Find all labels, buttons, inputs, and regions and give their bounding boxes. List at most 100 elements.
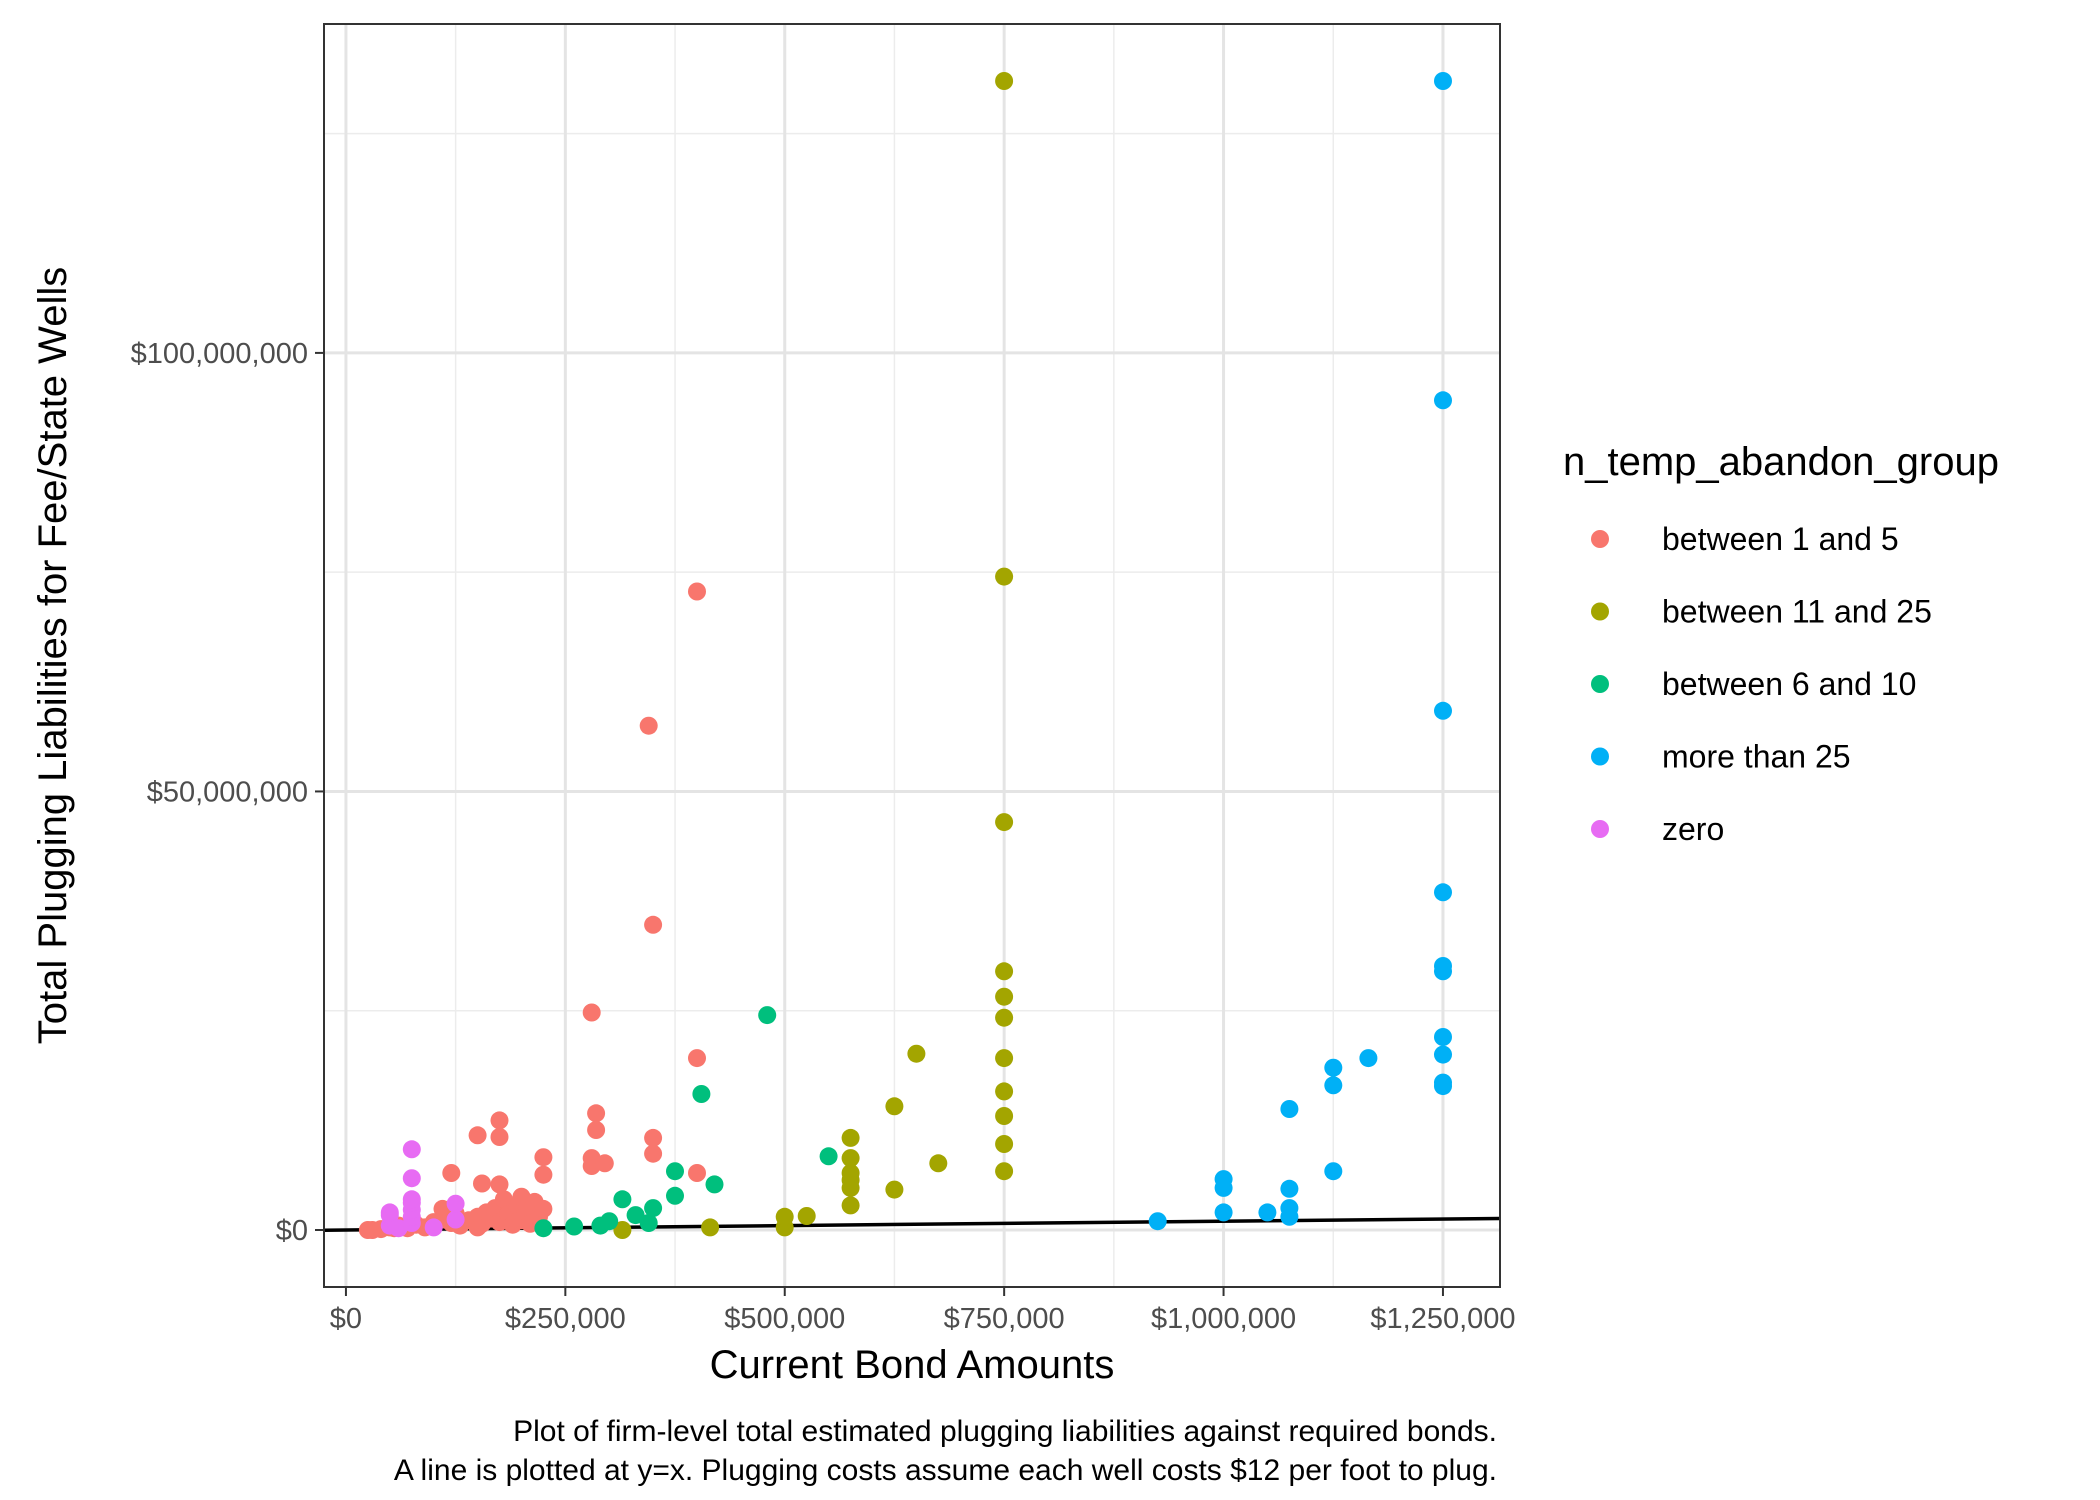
legend-items: between 1 and 5 between 11 and 25 between … bbox=[1591, 521, 1932, 847]
data-point bbox=[995, 1049, 1014, 1068]
data-point bbox=[1324, 1076, 1343, 1095]
data-point bbox=[705, 1175, 724, 1194]
caption-line-1: Plot of firm-level total estimated plugg… bbox=[513, 1415, 1497, 1448]
data-point bbox=[644, 1144, 663, 1163]
y-axis: $0 $50,000,000 $100,000,000 bbox=[131, 338, 324, 1247]
data-point bbox=[402, 1140, 421, 1159]
legend-label: zero bbox=[1662, 811, 1724, 847]
y-tick-label: $0 bbox=[276, 1215, 308, 1247]
data-point bbox=[995, 962, 1014, 981]
legend-key bbox=[1591, 747, 1609, 766]
data-point bbox=[402, 1169, 421, 1188]
data-point bbox=[995, 813, 1014, 832]
data-point bbox=[819, 1147, 838, 1166]
y-tick-label: $100,000,000 bbox=[131, 338, 308, 370]
data-point bbox=[644, 1128, 663, 1147]
legend-key bbox=[1591, 675, 1609, 693]
data-point bbox=[600, 1212, 619, 1231]
data-point bbox=[490, 1175, 509, 1194]
data-point bbox=[587, 1104, 606, 1123]
grid-major bbox=[324, 24, 1500, 1287]
data-point bbox=[885, 1097, 904, 1116]
data-point bbox=[582, 1003, 601, 1022]
data-point bbox=[692, 1085, 711, 1103]
legend-item: between 11 and 25 bbox=[1591, 594, 1932, 630]
data-point bbox=[1214, 1203, 1233, 1222]
data-point bbox=[490, 1111, 509, 1130]
data-point bbox=[613, 1221, 632, 1239]
panel-border bbox=[323, 23, 1501, 1288]
caption-line-2: A line is plotted at y=x. Plugging costs… bbox=[394, 1454, 1497, 1487]
y-tick-label: $50,000,000 bbox=[147, 776, 308, 808]
legend-item: zero bbox=[1591, 811, 1724, 847]
data-point bbox=[534, 1165, 553, 1184]
data-point bbox=[1434, 1045, 1452, 1064]
legend-label: more than 25 bbox=[1662, 739, 1851, 775]
data-point bbox=[1280, 1179, 1299, 1198]
legend-key bbox=[1591, 820, 1609, 838]
legend-item: more than 25 bbox=[1591, 739, 1851, 775]
data-point bbox=[1434, 957, 1452, 975]
data-point bbox=[446, 1210, 465, 1229]
data-point bbox=[613, 1190, 632, 1209]
series-between-11-and-25 bbox=[613, 72, 1014, 1239]
data-point bbox=[775, 1207, 794, 1226]
data-point bbox=[1324, 1162, 1343, 1181]
data-point bbox=[1434, 391, 1452, 410]
legend: n_temp_abandon_group between 1 and 5betw… bbox=[1563, 440, 1999, 847]
data-point bbox=[1214, 1170, 1233, 1189]
data-point bbox=[534, 1148, 553, 1167]
data-point bbox=[1434, 1073, 1452, 1092]
data-point bbox=[380, 1203, 399, 1222]
series-zero bbox=[380, 1140, 465, 1238]
data-point bbox=[841, 1149, 860, 1168]
data-point bbox=[639, 716, 658, 735]
x-tick-label: $500,000 bbox=[724, 1303, 845, 1335]
data-point bbox=[995, 1162, 1014, 1181]
data-point bbox=[841, 1196, 860, 1215]
data-point bbox=[1280, 1100, 1299, 1118]
series-more-than-25 bbox=[1148, 72, 1452, 1231]
legend-label: between 6 and 10 bbox=[1662, 666, 1916, 702]
data-point bbox=[1434, 1028, 1452, 1046]
data-point bbox=[1258, 1203, 1277, 1222]
data-point bbox=[1280, 1199, 1299, 1218]
data-point bbox=[442, 1164, 461, 1182]
data-point bbox=[1359, 1049, 1378, 1068]
data-points bbox=[358, 72, 1452, 1239]
grid-minor bbox=[324, 24, 1500, 1287]
data-point bbox=[758, 1006, 777, 1025]
x-tick-label: $0 bbox=[330, 1303, 362, 1335]
data-point bbox=[841, 1164, 860, 1182]
data-point bbox=[473, 1174, 491, 1193]
legend-title: n_temp_abandon_group bbox=[1563, 440, 1999, 484]
data-point bbox=[688, 1164, 706, 1182]
series-between-6-and-10 bbox=[534, 1006, 838, 1238]
legend-label: between 1 and 5 bbox=[1662, 521, 1899, 557]
data-point bbox=[626, 1206, 645, 1225]
data-point bbox=[995, 1082, 1014, 1101]
data-point bbox=[885, 1180, 904, 1199]
data-point bbox=[995, 567, 1014, 586]
data-point bbox=[644, 1199, 663, 1218]
data-point bbox=[688, 1049, 706, 1068]
data-point bbox=[402, 1190, 421, 1209]
data-point bbox=[995, 72, 1014, 90]
legend-item: between 6 and 10 bbox=[1591, 666, 1916, 702]
data-point bbox=[534, 1219, 553, 1238]
y-axis-title: Total Plugging Liabilities for Fee/State… bbox=[31, 267, 75, 1044]
x-tick-label: $750,000 bbox=[944, 1303, 1065, 1335]
data-point bbox=[534, 1199, 553, 1218]
caption: Plot of firm-level total estimated plugg… bbox=[394, 1415, 1497, 1487]
data-point bbox=[907, 1044, 926, 1063]
data-point bbox=[666, 1186, 684, 1205]
x-axis-title: Current Bond Amounts bbox=[710, 1343, 1115, 1387]
data-point bbox=[644, 915, 663, 934]
data-point bbox=[995, 1008, 1014, 1027]
data-point bbox=[565, 1217, 584, 1236]
x-tick-label: $1,250,000 bbox=[1370, 1303, 1515, 1335]
data-point bbox=[995, 1135, 1014, 1153]
data-point bbox=[1434, 883, 1452, 902]
data-point bbox=[688, 582, 706, 601]
